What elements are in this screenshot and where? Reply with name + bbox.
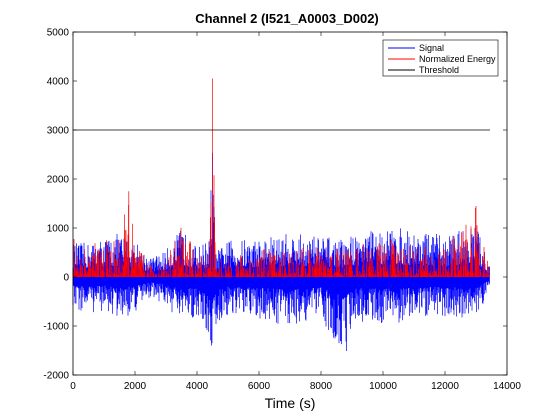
x-tick-label: 12000 [431, 381, 459, 392]
y-tick-label: 4000 [47, 77, 70, 88]
legend: Signal Normalized Energy Threshold [383, 40, 498, 76]
y-tick-label: 3000 [47, 126, 70, 137]
series-signal [73, 153, 490, 351]
legend-label-normalized-energy: Normalized Energy [419, 54, 496, 64]
y-tick-label: 2000 [47, 175, 70, 186]
y-tick-label: 1000 [47, 224, 70, 235]
y-tick-label: -1000 [43, 322, 69, 333]
y-tick-label: 5000 [47, 28, 70, 39]
legend-label-signal: Signal [419, 43, 444, 53]
x-tick-label: 8000 [310, 381, 333, 392]
x-tick-label: 14000 [493, 381, 521, 392]
legend-label-threshold: Threshold [419, 65, 459, 75]
x-tick-label: 6000 [248, 381, 271, 392]
x-tick-label: 2000 [124, 381, 147, 392]
x-axis-label: Time (s) [265, 395, 316, 411]
axis-ticks: 0 2000 4000 6000 8000 10000 12000 14000-2000-10… [43, 28, 521, 393]
x-tick-label: 0 [70, 381, 76, 392]
chart-title: Channel 2 (I521_A0003_D002) [195, 11, 379, 26]
x-tick-label: 4000 [186, 381, 209, 392]
plot-data-layer [73, 79, 490, 351]
axes-box [73, 32, 507, 375]
y-tick-label: -2000 [43, 371, 69, 382]
x-tick-label: 10000 [369, 381, 397, 392]
y-tick-label: 0 [63, 273, 69, 284]
